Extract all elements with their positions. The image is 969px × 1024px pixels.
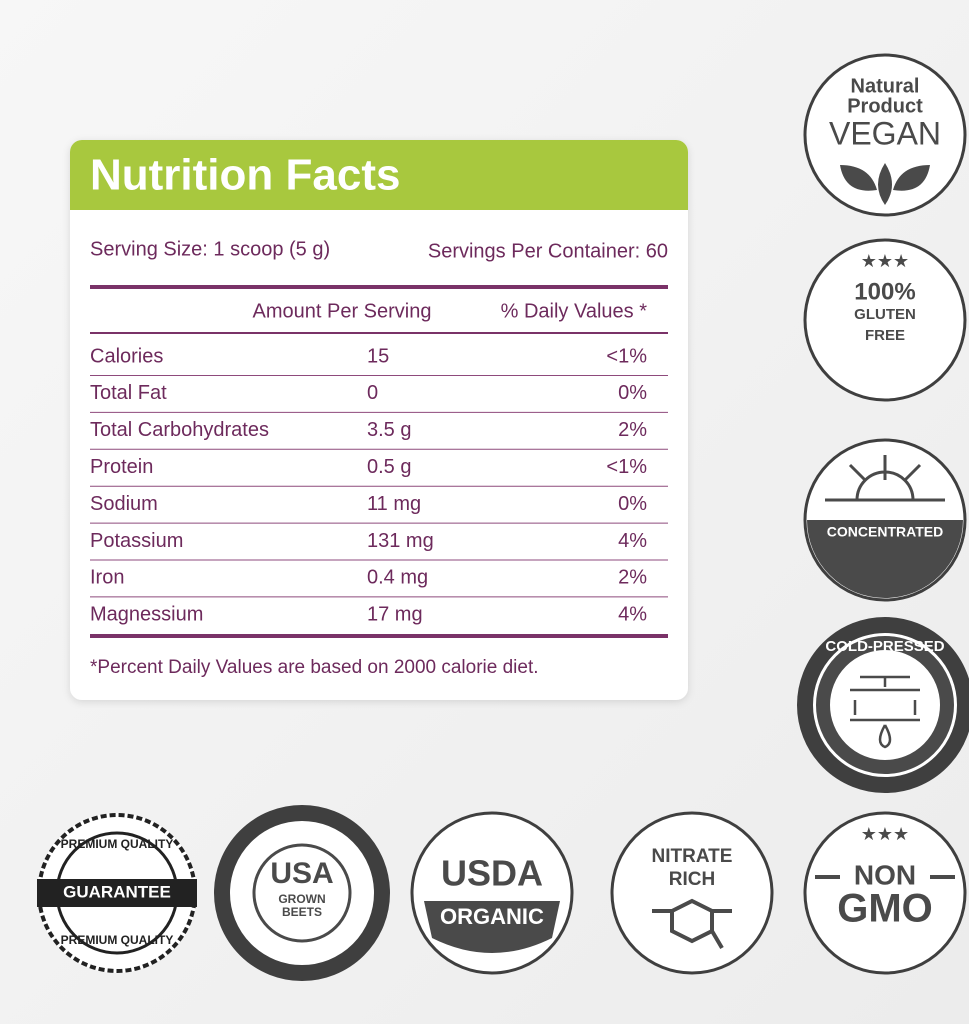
column-header: Amount Per Serving: [253, 300, 432, 322]
amount: 3.5 g: [367, 419, 411, 441]
badge-text: NITRATE: [652, 846, 733, 867]
badge-circle: [803, 238, 967, 402]
daily-value: <1%: [606, 456, 647, 478]
badge: CONCENTRATED: [803, 438, 967, 602]
divider: [90, 634, 668, 638]
daily-value: 4%: [618, 604, 647, 626]
leaves: [840, 163, 930, 205]
footnote: *Percent Daily Values are based on 2000 …: [90, 657, 539, 678]
nutrient: Total Carbohydrates: [90, 419, 269, 441]
badge-text: CONCENTRATED: [827, 524, 943, 540]
rows: Calories 15 <1% Total Fat 0 0% Total Carbohydr…: [90, 345, 668, 626]
badge-text: RICH: [669, 869, 715, 890]
stars: ★★★: [861, 251, 909, 271]
badge-text: 100%: [854, 278, 915, 305]
row: Potassium 131 mg 4%: [90, 530, 668, 561]
amount: 15: [367, 345, 389, 367]
badge-circle: [803, 811, 967, 975]
badge: ★★★ 100%GLUTEN FREE: [803, 238, 967, 402]
nutrition-card: Nutrition Facts Serving Size: 1 scoop (5…: [70, 140, 688, 700]
daily-value: 4%: [618, 530, 647, 552]
usa-inner: [252, 843, 352, 943]
card-header: [70, 140, 688, 210]
badge-text: Product: [847, 95, 923, 117]
amount: 0.5 g: [367, 456, 411, 478]
amount: 17 mg: [367, 604, 423, 626]
row: Sodium 11 mg 0%: [90, 493, 668, 524]
serving-size: Serving Size: 1 scoop (5 g): [90, 238, 330, 260]
badge-text: GROWN: [278, 892, 325, 906]
molecule: [652, 898, 732, 950]
badge-text: COLD-PRESSED: [825, 638, 944, 655]
badge: PREMIUM QUALITY GUARANTEE PREMIUM QUALITY: [37, 813, 197, 973]
badge-text: PREMIUM QUALITY: [61, 933, 174, 947]
divider: [90, 332, 668, 334]
badge-text: Natural: [851, 75, 920, 97]
press-icon: [850, 675, 920, 749]
badge-text: NON: [854, 859, 916, 890]
nutrient: Sodium: [90, 493, 158, 515]
daily-value: <1%: [606, 345, 647, 367]
daily-value: 0%: [618, 382, 647, 404]
nutrient: Iron: [90, 567, 124, 589]
badge-text: GLUTEN: [854, 306, 916, 323]
row: Calories 15 <1%: [90, 345, 668, 376]
badge-text: USA: [270, 857, 333, 890]
stars: ★★★: [861, 824, 909, 844]
badge-text: PREMIUM QUALITY: [61, 837, 174, 851]
amount: 0.4 mg: [367, 567, 428, 589]
usda-field: [424, 901, 560, 953]
badge-text: VEGAN: [829, 115, 941, 151]
badge-text: USDA: [441, 853, 543, 894]
seal-band: [37, 879, 197, 907]
daily-value: 2%: [618, 419, 647, 441]
nutrient: Protein: [90, 456, 153, 478]
amount: 131 mg: [367, 530, 434, 552]
title: Nutrition Facts: [90, 151, 400, 200]
nutrient: Calories: [90, 345, 163, 367]
badge-circle: [610, 811, 774, 975]
badge: USDA ORGANIC: [410, 811, 574, 975]
servings-per-container: Servings Per Container: 60: [428, 240, 668, 262]
nutrient: Potassium: [90, 530, 183, 552]
row: Protein 0.5 g <1%: [90, 456, 668, 487]
badge-text: GMO: [837, 887, 933, 931]
badge: COLD-PRESSED: [797, 617, 969, 793]
sun-icon: [825, 455, 945, 502]
amount: 0: [367, 382, 378, 404]
badge-text: ORGANIC: [440, 904, 544, 929]
badge-ring: [816, 636, 954, 774]
row: Total Carbohydrates 3.5 g 2%: [90, 419, 668, 450]
badge-text: GUARANTEE: [63, 882, 171, 901]
daily-value: 0%: [618, 493, 647, 515]
row: Iron 0.4 mg 2%: [90, 567, 668, 598]
badge-fill: [807, 520, 963, 598]
badge-text: FREE: [865, 327, 905, 344]
amount: 11 mg: [367, 493, 421, 515]
nutrient: Total Fat: [90, 382, 167, 404]
nutrient: Magnessium: [90, 604, 203, 626]
divider: [90, 285, 668, 289]
badge-text: BEETS: [282, 905, 322, 919]
column-header: % Daily Values *: [501, 300, 648, 322]
row: Magnessium 17 mg 4%: [90, 604, 647, 626]
daily-value: 2%: [618, 567, 647, 589]
row: Total Fat 0 0%: [90, 382, 668, 413]
